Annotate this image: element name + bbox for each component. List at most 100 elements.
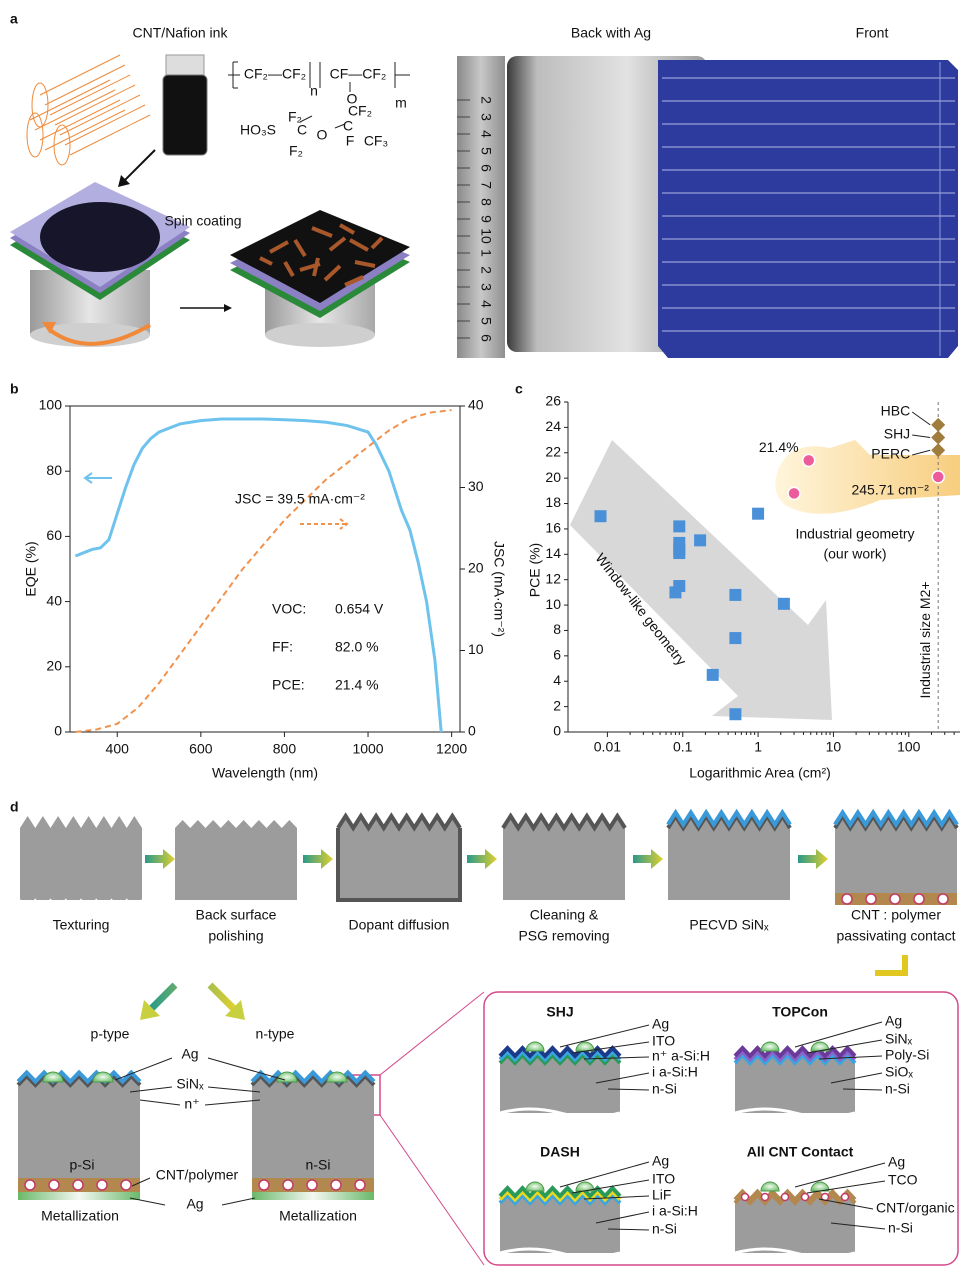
y2-tick-label: 20 — [468, 560, 484, 576]
cnt — [49, 1180, 59, 1190]
cnt — [73, 1180, 83, 1190]
layer-label: LiF — [652, 1187, 671, 1203]
data-line — [75, 419, 441, 732]
ruler-digit: 6 — [478, 334, 494, 342]
point-label: SHJ — [884, 426, 910, 442]
y2-axis-label: JSC (mA·cm⁻²) — [491, 541, 507, 637]
layer-label: n-Si — [885, 1081, 910, 1097]
cell-body — [252, 1076, 374, 1195]
formula-part: n — [310, 83, 318, 99]
step-label: Back surface — [196, 907, 277, 923]
cnt — [782, 1194, 789, 1201]
formula-part: F₂ — [289, 143, 303, 159]
point — [931, 431, 945, 445]
cell — [735, 1192, 855, 1254]
point — [729, 708, 741, 720]
layer-label: i a-Si:H — [652, 1203, 698, 1219]
layer-label: Ag — [885, 1013, 902, 1029]
cnt — [842, 1194, 849, 1201]
y-tick-label: 8 — [553, 621, 561, 637]
cell-layer — [338, 816, 460, 828]
point — [752, 508, 764, 520]
x-tick-label: 0.1 — [673, 739, 693, 755]
step-label: PSG removing — [518, 928, 609, 944]
zoom-lines — [380, 992, 484, 1265]
point — [707, 669, 719, 681]
layer-label: SiNₓ — [885, 1031, 913, 1047]
leader — [912, 450, 930, 455]
ruler-digit: 2 — [478, 266, 494, 274]
layer-label: CNT/organic — [876, 1200, 955, 1216]
cnt — [259, 1180, 269, 1190]
cnt — [914, 894, 924, 904]
formula-part: F — [346, 133, 355, 149]
cell — [18, 1073, 140, 1196]
cell — [503, 816, 625, 900]
point — [729, 632, 741, 644]
layer-label: ITO — [652, 1171, 675, 1187]
split-arrows — [150, 985, 235, 1010]
layer-label: Ag — [652, 1016, 669, 1032]
x-tick-label: 100 — [897, 739, 921, 755]
y-tick-label: 26 — [545, 393, 561, 409]
y-tick-label: 16 — [545, 520, 561, 536]
y-axis-label: PCE (%) — [527, 543, 543, 597]
layer-label: Ag — [652, 1153, 669, 1169]
y-tick-label: 6 — [553, 647, 561, 663]
x-tick-label: 0.01 — [594, 739, 621, 755]
formula-part: CF—CF₂ — [330, 66, 387, 82]
stat-value: 0.654 V — [335, 601, 384, 617]
plot-frame — [70, 406, 460, 732]
step-label: polishing — [208, 928, 263, 944]
formula-part: CF₃ — [364, 133, 388, 149]
stat-label: PCE: — [272, 677, 305, 693]
ruler-digit: 2 — [478, 96, 494, 104]
figure: abcdCNT/Nafion inkSpin coatingBack with … — [0, 0, 960, 1268]
cell-label: Ag — [186, 1196, 203, 1212]
panel-label: a — [10, 11, 18, 27]
panel-label: d — [10, 799, 19, 815]
cnt — [283, 1180, 293, 1190]
cnt — [355, 1180, 365, 1190]
ruler-digit: 8 — [478, 198, 494, 206]
point — [931, 418, 945, 432]
y-tick-label: 80 — [46, 462, 62, 478]
y-tick-label: 4 — [553, 672, 561, 688]
cnt — [742, 1194, 749, 1201]
panel-label: b — [10, 381, 19, 397]
layer-label: SiOₓ — [885, 1064, 913, 1080]
stat-label: FF: — [272, 639, 293, 655]
step-label: CNT : polymer — [851, 907, 941, 923]
cell — [252, 1073, 374, 1196]
x-tick-label: 10 — [826, 739, 842, 755]
layer-label: TCO — [888, 1172, 918, 1188]
ruler-digit: 7 — [478, 181, 494, 189]
cell — [20, 816, 142, 900]
inset-title: DASH — [540, 1144, 580, 1160]
annotation: Industrial geometry — [795, 526, 914, 542]
cnt — [802, 1194, 809, 1201]
step-label: passivating contact — [836, 928, 955, 944]
point-label: PERC — [871, 446, 910, 462]
y-axis-label: EQE (%) — [23, 541, 39, 596]
point — [788, 487, 800, 499]
inset-title: TOPCon — [772, 1004, 828, 1020]
layer-label: n-Si — [652, 1221, 677, 1237]
cell-label: n-Si — [306, 1157, 331, 1173]
layer-label: n-Si — [888, 1220, 913, 1236]
ruler-digit: 1 — [478, 249, 494, 257]
point — [595, 510, 607, 522]
inset-title: SHJ — [546, 1004, 573, 1020]
annotation: JSC = 39.5 mA·cm⁻² — [235, 491, 365, 507]
label: Back with Ag — [571, 25, 651, 41]
step-label: Cleaning & — [530, 907, 599, 923]
cnt — [121, 1180, 131, 1190]
y-tick-label: 0 — [553, 723, 561, 739]
cell-body — [20, 816, 142, 900]
cell-label: CNT/polymer — [156, 1167, 239, 1183]
series-arrow — [85, 473, 112, 483]
ruler-digit: 5 — [478, 317, 494, 325]
cell — [668, 813, 790, 901]
y-tick-label: 2 — [553, 697, 561, 713]
ag-finger — [526, 1042, 544, 1051]
